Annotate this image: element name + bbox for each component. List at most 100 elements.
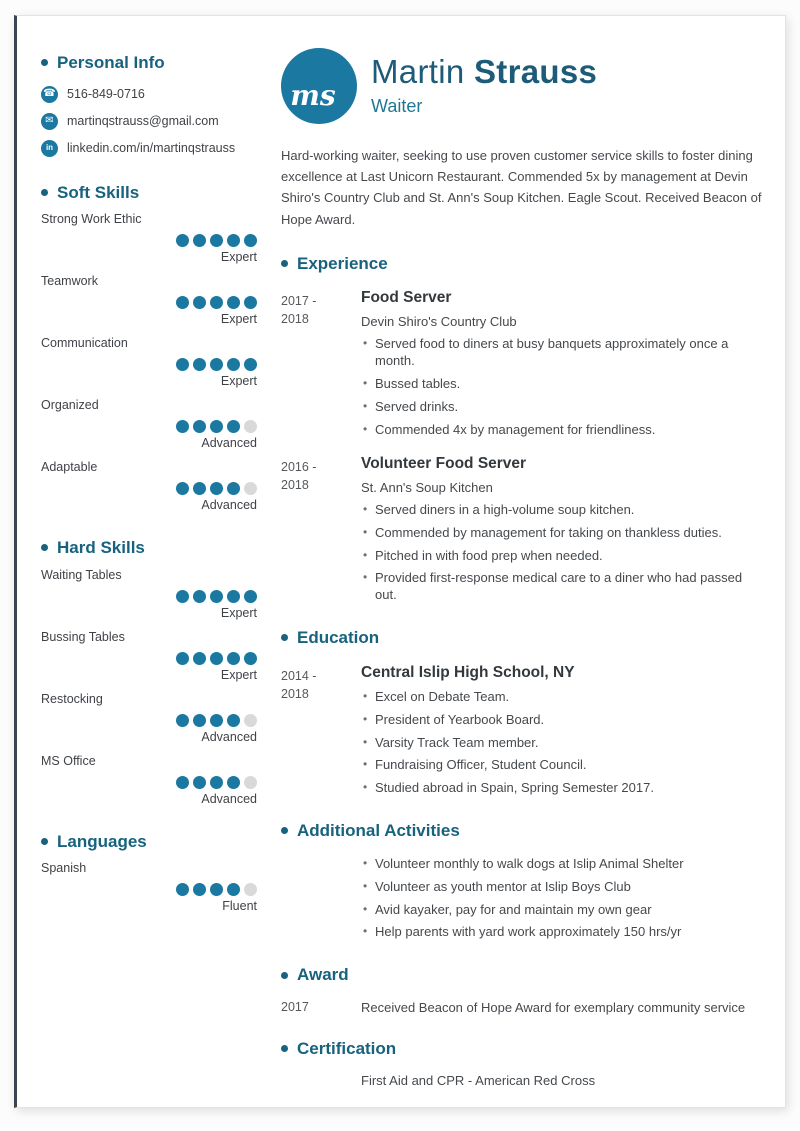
skill-name: Teamwork: [41, 274, 98, 289]
section-title: Experience: [297, 253, 388, 273]
section-title: Award: [297, 965, 349, 985]
rating-dot-icon: [244, 482, 257, 496]
skill-group-heading: Hard Skills: [41, 538, 257, 558]
rating-dot-icon: [193, 420, 206, 434]
skill-rating: [41, 589, 257, 603]
rating-dot-icon: [176, 296, 189, 310]
skill-item: Strong Work Ethic Expert: [41, 212, 257, 264]
skill-group-heading: Soft Skills: [41, 183, 257, 203]
skill-rating: [41, 296, 257, 310]
rating-dot-icon: [176, 775, 189, 789]
bullet-item: Studied abroad in Spain, Spring Semester…: [361, 780, 763, 797]
rating-dot-icon: [210, 234, 223, 248]
contact-text: martinqstrauss@gmail.com: [67, 114, 219, 129]
rating-dot-icon: [244, 358, 257, 372]
entry: 2017 - 2018 Food Server Devin Shiro's Count…: [281, 289, 763, 438]
personal-info-heading: Personal Info: [41, 53, 257, 73]
rating-dot-icon: [176, 883, 189, 897]
section-bullet-icon: [41, 837, 48, 845]
skill-name: Adaptable: [41, 460, 98, 475]
rating-dot-icon: [176, 713, 189, 727]
bullet-item: Pitched in with food prep when needed.: [361, 548, 763, 565]
entry-date-line: 2016 -: [281, 459, 317, 474]
skill-item: Teamwork Expert: [41, 274, 257, 326]
contact-item: in linkedin.com/in/martinqstrauss: [41, 139, 257, 157]
resume-header: ms Martin Strauss Waiter: [281, 48, 763, 124]
section-heading: Education: [281, 628, 763, 648]
section-heading: Certification: [281, 1039, 763, 1059]
skill-name: Strong Work Ethic: [41, 212, 142, 227]
bullet-item: President of Yearbook Board.: [361, 712, 763, 729]
skill-level-label: Fluent: [222, 899, 257, 914]
section-bullet-icon: [41, 188, 48, 196]
skill-name: MS Office: [41, 753, 96, 768]
rating-dot-icon: [210, 358, 223, 372]
rating-dot-icon: [210, 713, 223, 727]
rating-dot-icon: [193, 234, 206, 248]
skill-rating: [41, 651, 257, 665]
rating-dot-icon: [176, 651, 189, 665]
rating-dot-icon: [210, 482, 223, 496]
section: Additional Activities Volunteer monthly t…: [281, 821, 763, 941]
entry-bullet-list: Served diners in a high-volume soup kitc…: [361, 502, 763, 604]
rating-dot-icon: [193, 358, 206, 372]
skill-level-label: Expert: [220, 374, 257, 389]
rating-dot-icon: [193, 713, 206, 727]
bullet-item: Varsity Track Team member.: [361, 735, 763, 752]
rating-dot-icon: [244, 589, 257, 603]
skill-level-label: Expert: [220, 667, 257, 682]
rating-dot-icon: [193, 651, 206, 665]
skill-groups: Soft Skills Strong Work Ethic Expert Teamwo…: [41, 183, 257, 914]
section-body: Volunteer monthly to walk dogs at Islip …: [361, 856, 763, 942]
section-heading: Award: [281, 965, 763, 985]
rating-dot-icon: [227, 420, 240, 434]
entry-body: Central Islip High School, NY Excel on De…: [361, 664, 763, 797]
avatar: ms: [281, 48, 357, 124]
skill-item: Adaptable Advanced: [41, 460, 257, 512]
entry: 2016 - 2018 Volunteer Food Server St. Ann's…: [281, 455, 763, 604]
rating-dot-icon: [227, 713, 240, 727]
skill-level-label: Expert: [220, 312, 257, 327]
rating-dot-icon: [193, 482, 206, 496]
bullet-item: Provided first-response medical care to …: [361, 570, 763, 604]
bullet-item: Served food to diners at busy banquets a…: [361, 336, 763, 370]
section: Education 2014 - 2018 Central Islip High Sc…: [281, 628, 763, 797]
entry-subtitle: Devin Shiro's Country Club: [361, 314, 517, 330]
entry-date-line: 2014 -: [281, 668, 317, 683]
skill-level-label: Expert: [220, 605, 257, 620]
line-date: 2017: [281, 999, 309, 1014]
rating-dot-icon: [227, 482, 240, 496]
entry-dates: 2014 - 2018: [281, 664, 361, 797]
bullet-item: Served drinks.: [361, 399, 763, 416]
rating-dot-icon: [193, 883, 206, 897]
main-column: ms Martin Strauss Waiter Hard-working wa…: [267, 16, 785, 1107]
rating-dot-icon: [176, 589, 189, 603]
skill-rating: [41, 883, 257, 897]
rating-dot-icon: [176, 358, 189, 372]
skill-level-label: Advanced: [201, 498, 257, 513]
skill-item: Communication Expert: [41, 336, 257, 388]
rating-dot-icon: [227, 234, 240, 248]
rating-dot-icon: [227, 883, 240, 897]
skill-rating: [41, 775, 257, 789]
personal-info-title: Personal Info: [57, 53, 165, 72]
contact-text: 516-849-0716: [67, 87, 145, 102]
contact-list: ☎ 516-849-0716 ✉ martinqstrauss@gmail.com in…: [41, 85, 257, 157]
rating-dot-icon: [193, 775, 206, 789]
bullet-item: Volunteer monthly to walk dogs at Islip …: [361, 856, 763, 873]
rating-dot-icon: [227, 775, 240, 789]
entry-dates: 2017 - 2018: [281, 289, 361, 438]
line-text: First Aid and CPR - American Red Cross: [361, 1073, 596, 1089]
entry-bullet-list: Excel on Debate Team. President of Yearbo…: [361, 689, 763, 797]
rating-dot-icon: [244, 651, 257, 665]
entry-title: Food Server: [361, 289, 452, 307]
bullet-item: Commended by management for taking on th…: [361, 525, 763, 542]
entry-date-line: 2018: [281, 312, 309, 327]
skill-rating: [41, 420, 257, 434]
job-title: Waiter: [371, 96, 423, 117]
rating-dot-icon: [210, 651, 223, 665]
rating-dot-icon: [244, 420, 257, 434]
section-bullet-icon: [281, 971, 288, 979]
skill-name: Communication: [41, 336, 128, 351]
monogram-initials: ms: [290, 78, 336, 112]
